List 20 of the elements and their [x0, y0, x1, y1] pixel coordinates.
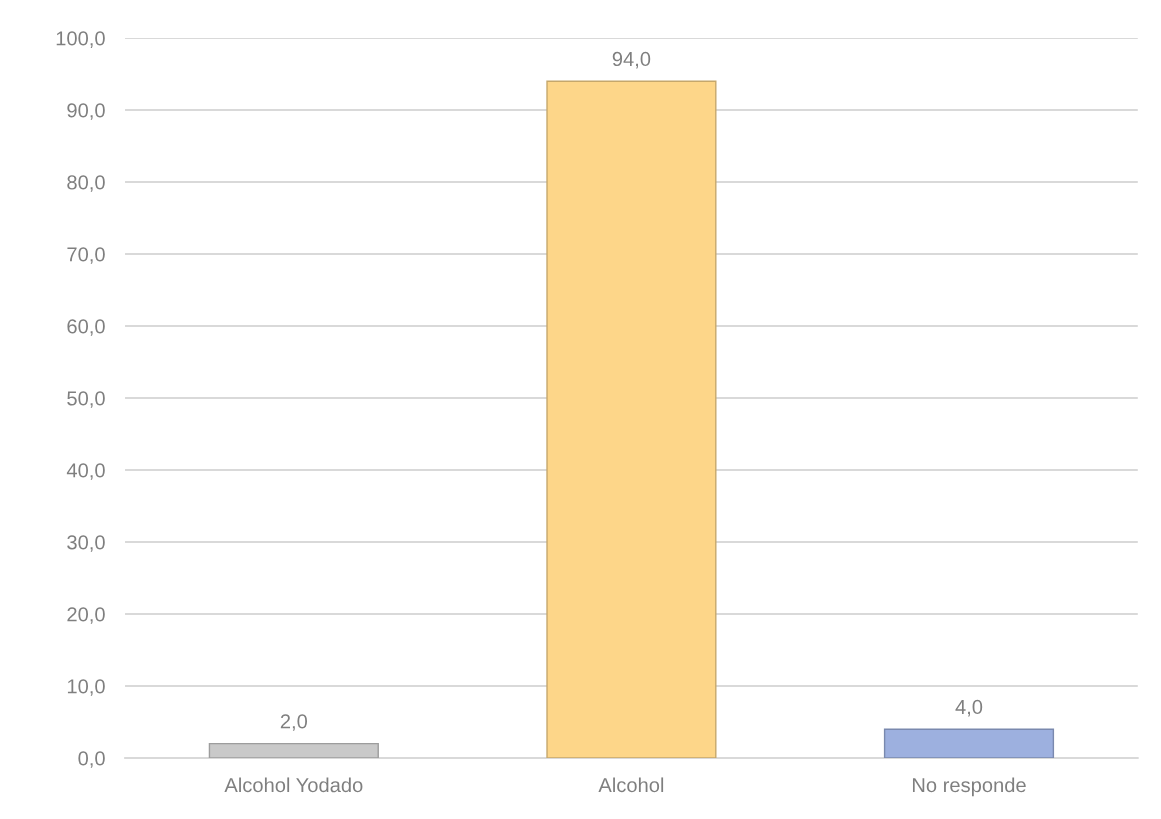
y-tick-label: 20,0 [67, 607, 105, 624]
y-tick-label: 100,0 [56, 31, 105, 48]
x-tick-label: No responde [912, 777, 1026, 797]
y-tick-label: 10,0 [67, 679, 105, 696]
bar [208, 742, 379, 758]
y-tick-label: 40,0 [66, 463, 105, 480]
data-label: 94,0 [612, 51, 651, 69]
y-tick-label: 30,0 [67, 535, 105, 552]
y-tick-label: 60,0 [67, 319, 105, 336]
bar [883, 728, 1055, 758]
y-tick-label: 90,0 [67, 103, 105, 120]
y-tick-label: 0,0 [78, 751, 105, 768]
x-tick-label: Alcohol Yodado [224, 777, 363, 793]
data-label: 2,0 [280, 714, 308, 731]
y-tick-label: 80,0 [67, 175, 105, 192]
bar [546, 80, 717, 758]
data-label: 4,0 [955, 699, 983, 717]
y-tick-label: 50,0 [67, 391, 105, 408]
y-tick-label: 70,0 [67, 247, 105, 264]
x-tick-label: Alcohol [598, 777, 664, 793]
